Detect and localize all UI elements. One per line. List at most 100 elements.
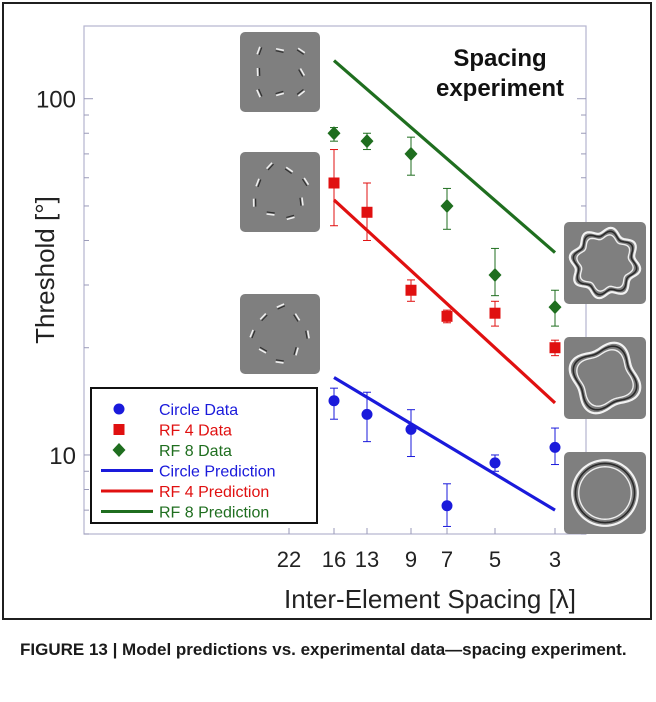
stimulus-element-light (256, 46, 261, 55)
prediction-line-circle-prediction (333, 376, 556, 512)
stimulus-element-light (303, 177, 310, 186)
data-point-rf-4-data (405, 284, 417, 296)
data-point-rf-8-data (488, 268, 502, 283)
data-point-circle-data (489, 457, 501, 469)
stimulus-element-dark (296, 49, 305, 55)
stimulus-contour-ring (578, 466, 632, 520)
stimulus-element-dark (275, 359, 284, 362)
legend-swatch-rf-4-data (113, 424, 125, 435)
stimulus-contour-ring (568, 226, 642, 300)
stimulus-element-dark (286, 214, 295, 219)
stimulus-element-dark (305, 330, 308, 339)
prediction-line-rf-8-prediction (332, 59, 557, 254)
legend-swatch-circle-data (113, 403, 125, 415)
stimulus-contour-ring (572, 345, 638, 411)
stimulus-element-light (255, 178, 260, 187)
stimulus-contour-ring (572, 230, 638, 296)
data-point-circle-data (405, 423, 417, 435)
stimulus-element-dark (277, 305, 286, 310)
data-point-rf-8-data (548, 300, 562, 315)
stimulus-contour-ring (568, 341, 642, 415)
data-point-circle-data (361, 408, 373, 420)
stimulus-element-light (286, 216, 295, 221)
stimulus-element-light (285, 166, 294, 173)
rf8-stimulus-elements (240, 32, 320, 112)
y-tick-label: 10 (49, 443, 76, 470)
data-point-rf-8-data (440, 198, 454, 213)
rf4-stimulus-elements (240, 152, 320, 232)
stimulus-element-dark (299, 197, 302, 206)
stimulus-element-light (294, 313, 301, 321)
legend-label-rf-4-data: RF 4 Data (159, 423, 232, 440)
stimulus-element-dark (275, 50, 284, 53)
circle-stimulus-elements (240, 294, 320, 374)
stimulus-contour-ring (576, 234, 634, 292)
legend-label-circle-data: Circle Data (159, 402, 238, 419)
data-point-rf-8-data (360, 134, 374, 149)
prediction-line-rf-4-prediction (332, 198, 557, 405)
stimulus-element-dark (266, 211, 275, 214)
data-point-circle-data (549, 441, 561, 453)
stimulus-element-light (275, 92, 285, 97)
stimulus-element-dark (251, 330, 256, 339)
legend-label-rf-4-prediction: RF 4 Prediction (159, 484, 269, 501)
stimulus-element-dark (301, 178, 308, 187)
stimulus-element-dark (261, 314, 268, 322)
data-point-circle-data (441, 500, 453, 512)
legend-box (90, 387, 318, 524)
stimulus-element-light (295, 347, 299, 356)
stimulus-element-light (266, 213, 275, 216)
stimulus-element-light (266, 162, 273, 170)
stimulus-element-light (256, 89, 261, 98)
data-point-rf-4-data (328, 177, 340, 189)
x-tick-label: 9 (405, 547, 417, 572)
data-point-rf-4-data (441, 310, 453, 322)
stimulus-element-dark (293, 346, 297, 355)
data-point-rf-4-data (489, 307, 501, 319)
stimulus-element-dark (293, 314, 299, 322)
stimulus-element-dark (258, 88, 263, 97)
circle-stimulus-contour (564, 452, 646, 534)
figure-caption: FIGURE 13 | Model predictions vs. experi… (20, 640, 627, 659)
stimulus-element-light (297, 90, 306, 97)
stimulus-contour-ring (574, 462, 636, 524)
legend-label-rf-8-data: RF 8 Data (159, 443, 232, 460)
stimulus-element-dark (296, 88, 304, 95)
stimulus-element-light (259, 313, 267, 320)
x-tick-label: 22 (277, 547, 301, 572)
data-point-rf-8-data (327, 126, 341, 141)
stimulus-element-dark (259, 346, 268, 352)
stimulus-element-light (249, 329, 254, 338)
legend-label-rf-8-prediction: RF 8 Prediction (159, 505, 269, 522)
stimulus-element-dark (275, 90, 284, 95)
stimulus-element-dark (257, 179, 262, 188)
legend-label-circle-prediction: Circle Prediction (159, 464, 275, 481)
stimulus-element-light (299, 68, 306, 76)
data-point-rf-4-data (549, 342, 561, 354)
x-tick-label: 13 (355, 547, 379, 572)
stimulus-element-dark (267, 163, 274, 171)
chart: 10 100 22 16 13 9 7 5 3 Inter-Element Spacing [λ]… (30, 25, 646, 614)
chart-title-line-2: experiment (436, 75, 564, 102)
stimulus-element-dark (258, 47, 263, 56)
stimulus-element-light (275, 361, 284, 364)
stimulus-element-light (301, 197, 304, 206)
stimulus-element-dark (298, 69, 304, 77)
stimulus-element-light (306, 330, 310, 339)
stimulus-element-light (258, 348, 267, 354)
data-point-rf-4-data (361, 206, 373, 218)
stimulus-contour-ring (576, 349, 634, 407)
stimulus-element-light (276, 303, 285, 308)
x-tick-label: 3 (549, 547, 561, 572)
stimulus-element-light (297, 47, 306, 54)
x-tick-label: 16 (322, 547, 346, 572)
y-tick-label: 100 (36, 87, 76, 114)
data-point-rf-8-data (404, 146, 418, 161)
legend-swatch-rf-8-data (112, 443, 126, 457)
y-axis-label: Threshold [°] (30, 196, 60, 344)
stimulus-contour-ring (571, 459, 639, 527)
chart-title-line-1: Spacing (453, 45, 546, 72)
x-tick-label: 7 (441, 547, 453, 572)
stimulus-element-dark (284, 168, 292, 174)
data-point-circle-data (328, 395, 340, 407)
